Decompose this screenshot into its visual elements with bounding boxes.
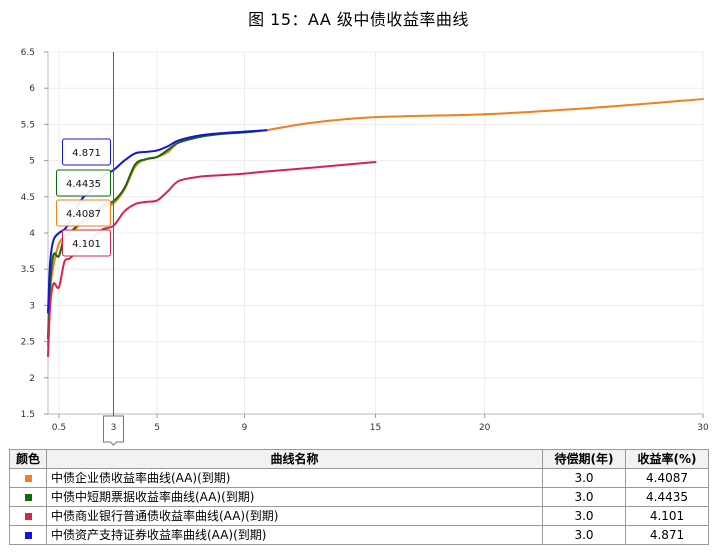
yield-value: 4.871 — [625, 525, 709, 545]
x-tick-label: 15 — [370, 423, 381, 433]
y-tick-label: 4 — [29, 229, 35, 239]
crosshair-x-label: 3 — [111, 423, 117, 433]
y-tick-label: 6.5 — [21, 48, 35, 58]
series-line-3 — [47, 129, 268, 314]
tooltip-box-0 — [62, 138, 111, 166]
curve-name: 中债商业银行普通债收益率曲线(AA)(到期) — [46, 506, 543, 526]
x-tick-label: 30 — [697, 423, 709, 433]
y-tick-label: 2 — [29, 374, 35, 384]
x-tick-label: 5 — [154, 423, 160, 433]
yield-value: 4.4087 — [625, 468, 709, 488]
series-line-1 — [47, 129, 268, 339]
header-term: 待偿期(年) — [542, 449, 626, 469]
tooltip-value-1: 4.4435 — [66, 179, 101, 190]
legend-row[interactable]: 中债中短期票据收益率曲线(AA)(到期) 3.0 4.4435 — [9, 487, 709, 507]
y-tick-label: 4.5 — [21, 193, 35, 203]
term-value: 3.0 — [542, 487, 626, 507]
y-tick-label: 6 — [29, 84, 35, 94]
curve-name: 中债企业债收益率曲线(AA)(到期) — [46, 468, 543, 488]
yield-curve-chart: 1.5 2 2.5 3 3.5 4 4.5 5 5.5 6 6.5 0.5 5 9 15 20 30 3 4.8… — [21, 48, 709, 446]
color-swatch — [24, 494, 32, 501]
yield-value: 4.101 — [625, 506, 709, 526]
yield-value: 4.4435 — [625, 487, 709, 507]
tooltip-value-2: 4.4087 — [66, 209, 101, 220]
header-color: 颜色 — [9, 449, 47, 469]
term-value: 3.0 — [542, 525, 626, 545]
legend-row[interactable]: 中债企业债收益率曲线(AA)(到期) 3.0 4.4087 — [9, 468, 709, 488]
tooltip-value-3: 4.101 — [72, 239, 101, 250]
tooltip-value-0: 4.871 — [72, 148, 101, 159]
term-value: 3.0 — [542, 468, 626, 488]
color-swatch — [24, 513, 32, 520]
color-swatch — [24, 532, 32, 539]
header-yield: 收益率(%) — [625, 449, 709, 469]
color-swatch — [24, 475, 32, 482]
x-tick-label: 20 — [479, 423, 491, 433]
y-tick-label: 3 — [29, 301, 35, 311]
tooltip-box-1 — [56, 169, 111, 197]
legend-header-row: 颜色 曲线名称 待偿期(年) 收益率(%) — [9, 449, 709, 469]
crosshair-x-label-box — [103, 415, 124, 446]
legend-row[interactable]: 中债资产支持证券收益率曲线(AA)(到期) 3.0 4.871 — [9, 525, 709, 545]
y-tick-label: 5 — [29, 157, 35, 167]
y-tick-label: 5.5 — [21, 120, 35, 130]
y-tick-label: 3.5 — [21, 265, 35, 275]
tooltip-box-2 — [56, 199, 111, 227]
curve-name: 中债中短期票据收益率曲线(AA)(到期) — [46, 487, 543, 507]
header-curve-name: 曲线名称 — [46, 449, 543, 469]
figure-title: 图 15：AA 级中债收益率曲线 — [248, 10, 469, 29]
x-tick-label: 9 — [242, 423, 248, 433]
x-tick-label: 0.5 — [52, 423, 66, 433]
series-line-2 — [47, 161, 377, 358]
y-tick-label: 2.5 — [21, 338, 35, 348]
y-tick-label: 1.5 — [21, 410, 35, 420]
tooltip-box-3 — [62, 229, 111, 257]
term-value: 3.0 — [542, 506, 626, 526]
curve-name: 中债资产支持证券收益率曲线(AA)(到期) — [46, 525, 543, 545]
legend-table: 颜色 曲线名称 待偿期(年) 收益率(%) 中债企业债收益率曲线(AA)(到期)… — [9, 449, 709, 545]
legend-row[interactable]: 中债商业银行普通债收益率曲线(AA)(到期) 3.0 4.101 — [9, 506, 709, 526]
